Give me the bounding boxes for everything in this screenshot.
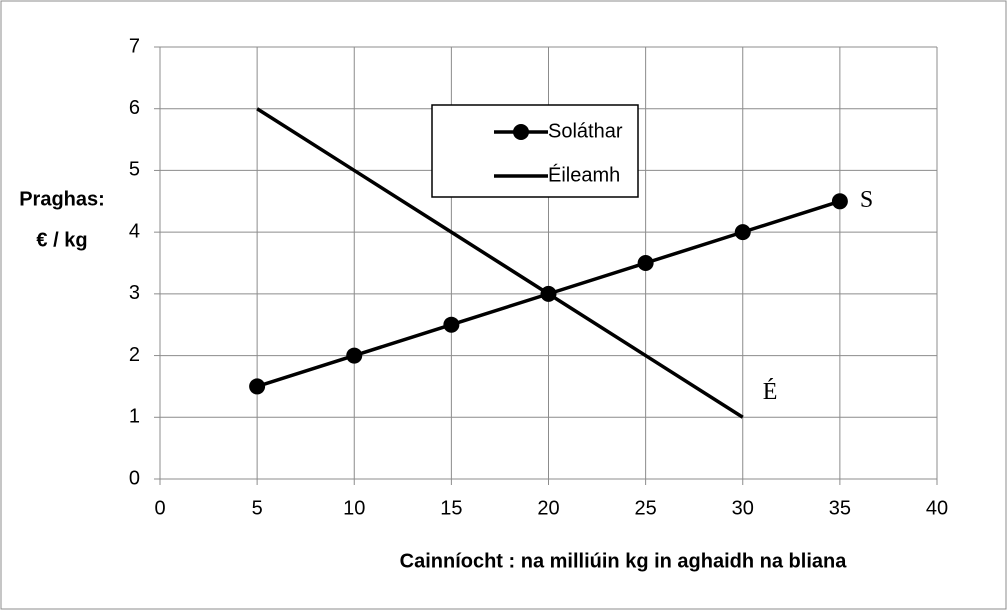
y-tick-label: 2 [129,344,140,366]
x-axis-label: Cainníocht : na milliúin kg in aghaidh n… [400,550,848,572]
series-annotation: S [860,187,873,213]
data-point [831,193,848,210]
data-point [443,316,460,333]
y-tick-label: 1 [129,406,140,428]
y-axis-label: € / kg [36,229,87,251]
x-tick-label: 15 [440,497,462,519]
x-tick-label: 40 [926,497,948,519]
legend-label: Éileamh [548,163,620,186]
legend: Soláthar Éileamh [431,104,639,198]
y-tick-label: 7 [129,35,140,57]
legend-label: Soláthar [548,120,623,142]
x-tick-label: 30 [732,497,754,519]
x-tick-label: 10 [343,497,365,519]
data-point [346,347,363,364]
x-tick-label: 25 [635,497,657,519]
data-point [734,224,751,241]
legend-marker [513,124,529,140]
data-point [637,255,654,271]
legend-box [431,104,639,198]
data-point [249,378,266,395]
y-axis-label: Praghas: [19,188,105,210]
y-tick-label: 4 [129,220,140,242]
y-tick-label: 5 [129,159,140,181]
series-annotation: É [763,379,778,405]
x-tick-label: 20 [537,497,559,519]
y-tick-label: 3 [129,282,140,304]
x-tick-label: 35 [829,497,851,519]
x-tick-label: 0 [154,497,165,519]
series-line [256,107,744,419]
y-tick-label: 0 [129,467,140,489]
x-tick-label: 5 [252,497,263,519]
y-tick-label: 6 [129,97,140,119]
